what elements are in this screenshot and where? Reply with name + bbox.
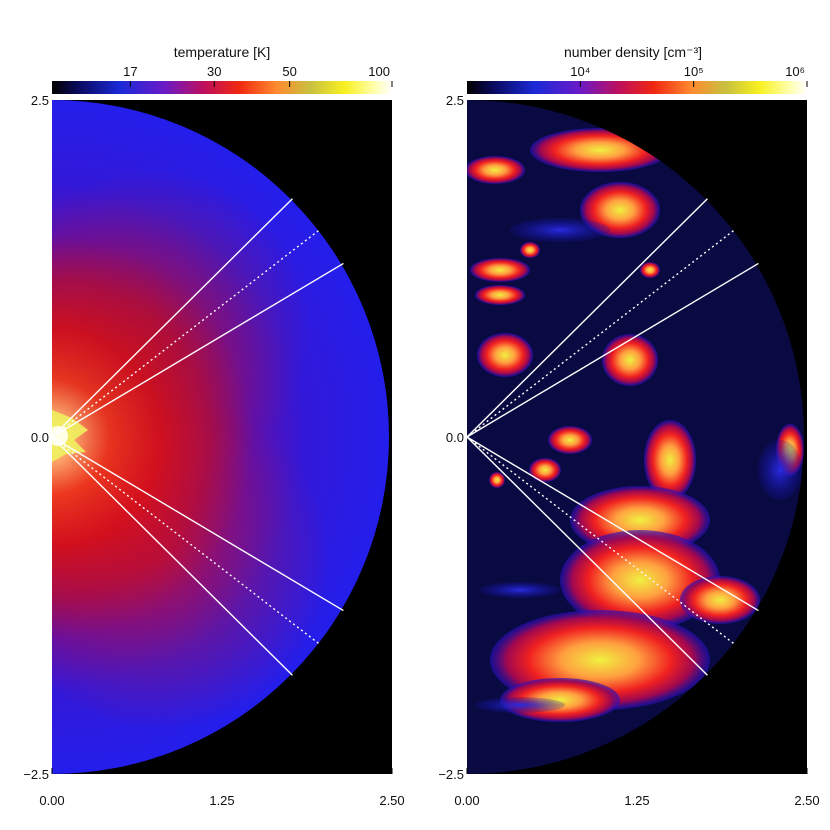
guide-lines	[466, 198, 759, 676]
x-tick-label: 1.25	[624, 793, 649, 808]
number-density-panel: number density [cm⁻³] 10⁴ 10⁵ 10⁶ 0.00 1.25…	[438, 44, 819, 808]
density-clump	[680, 576, 760, 624]
density-clump	[477, 333, 533, 377]
density-clump	[529, 458, 561, 482]
guide-line	[51, 436, 293, 676]
temperature-panel: temperature [K] 17 30 50 100 0.00 1.25 2.50 2.…	[23, 44, 404, 808]
density-clump	[475, 285, 525, 305]
colorbar-ticks: 10⁴ 10⁵ 10⁶	[570, 64, 808, 87]
y-tick-label: 0.0	[31, 430, 49, 445]
density-clump	[467, 156, 525, 184]
colorbar-ticks: 17 30 50 100	[123, 64, 393, 87]
chart-title: number density [cm⁻³]	[564, 44, 702, 60]
density-clump	[520, 242, 540, 258]
density-faint	[758, 440, 802, 500]
y-tick-label: 0.0	[446, 430, 464, 445]
colorbar-tick-label: 10⁴	[570, 64, 590, 79]
axes: 0.00 1.25 2.50 2.5 0.0 −2.5	[438, 93, 819, 808]
density-faint	[510, 218, 610, 242]
guide-line-dotted	[51, 436, 321, 646]
guide-lines	[51, 198, 344, 676]
colorbar	[52, 81, 392, 94]
density-clump	[470, 258, 530, 282]
density-clump	[489, 472, 505, 488]
x-tick-label: 2.50	[379, 793, 404, 808]
guide-line	[51, 262, 344, 438]
colorbar-tick-label: 10⁶	[785, 64, 805, 79]
guide-line-dotted	[51, 228, 321, 438]
x-tick-label: 1.25	[209, 793, 234, 808]
guide-line-dotted	[466, 228, 736, 438]
colorbar-tick-label: 10⁵	[684, 64, 704, 79]
guide-line-dotted	[466, 436, 736, 646]
density-clump	[640, 262, 660, 278]
x-tick-label: 0.00	[39, 793, 64, 808]
density-clump	[560, 530, 720, 630]
y-tick-label: −2.5	[23, 767, 49, 782]
density-faint	[475, 697, 565, 713]
guide-line	[466, 436, 708, 676]
density-clump	[602, 334, 658, 386]
chart-title: temperature [K]	[174, 44, 271, 60]
colorbar-tick-label: 30	[207, 64, 221, 79]
density-faint	[480, 582, 560, 598]
y-tick-label: −2.5	[438, 767, 464, 782]
density-clump	[548, 426, 592, 454]
guide-line	[51, 198, 293, 438]
colorbar-tick-label: 50	[282, 64, 296, 79]
guide-line	[466, 436, 759, 612]
y-tick-label: 2.5	[31, 93, 49, 108]
y-tick-label: 2.5	[446, 93, 464, 108]
guide-line	[51, 436, 344, 612]
guide-line	[466, 198, 708, 438]
axes: 0.00 1.25 2.50 2.5 0.0 −2.5	[23, 93, 404, 808]
x-tick-label: 2.50	[794, 793, 819, 808]
density-clump	[644, 420, 696, 500]
colorbar-tick-label: 17	[123, 64, 137, 79]
colorbar-tick-label: 100	[368, 64, 390, 79]
colorbar	[467, 81, 807, 94]
guide-line	[466, 262, 759, 438]
x-tick-label: 0.00	[454, 793, 479, 808]
